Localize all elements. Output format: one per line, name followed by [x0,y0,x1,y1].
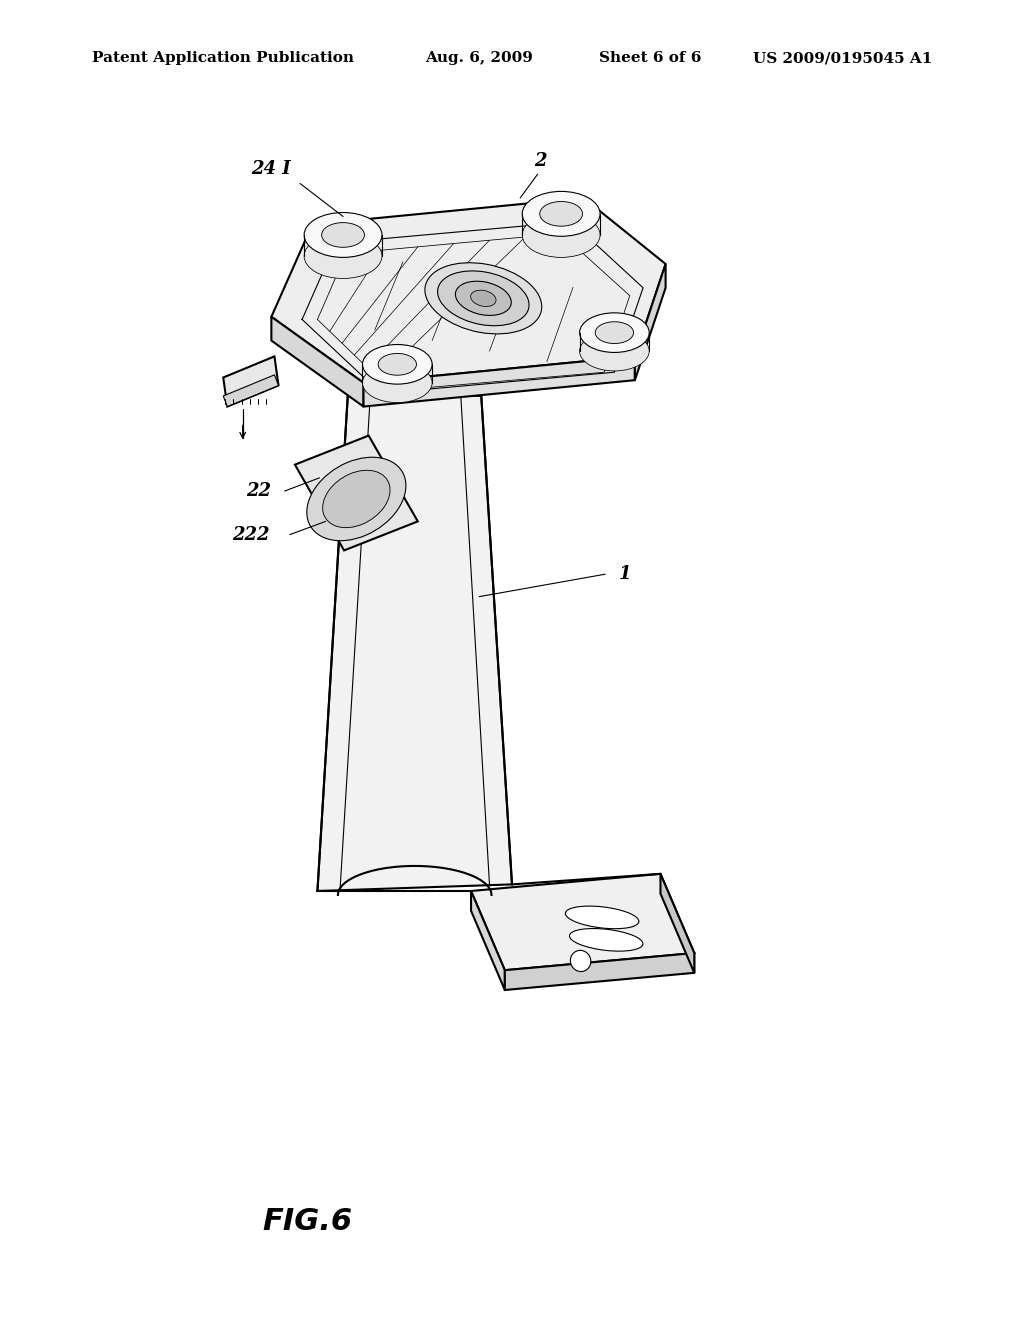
Text: 2: 2 [535,152,547,170]
Text: Patent Application Publication: Patent Application Publication [92,51,354,65]
Text: Aug. 6, 2009: Aug. 6, 2009 [425,51,532,65]
Ellipse shape [378,354,417,375]
Ellipse shape [425,263,542,334]
Ellipse shape [522,213,600,257]
Ellipse shape [304,213,382,257]
Ellipse shape [322,223,365,247]
Ellipse shape [456,281,511,315]
Ellipse shape [580,331,649,371]
Polygon shape [471,874,694,970]
Polygon shape [223,375,279,407]
Text: 222: 222 [232,525,269,544]
Ellipse shape [362,345,432,384]
Polygon shape [295,436,418,550]
Polygon shape [271,198,666,383]
Polygon shape [635,264,666,380]
Text: 24 I: 24 I [252,160,291,178]
Ellipse shape [307,457,406,541]
Ellipse shape [595,322,634,343]
Text: US 2009/0195045 A1: US 2009/0195045 A1 [753,51,932,65]
Polygon shape [223,356,279,407]
Ellipse shape [522,191,600,236]
Text: FIG.6: FIG.6 [262,1206,352,1236]
Ellipse shape [304,234,382,279]
Polygon shape [660,874,694,973]
Ellipse shape [362,363,432,403]
Ellipse shape [437,271,529,326]
Polygon shape [364,356,635,407]
Ellipse shape [471,290,496,306]
Polygon shape [505,953,694,990]
Text: 1: 1 [618,565,631,583]
Ellipse shape [540,202,583,226]
Ellipse shape [570,950,591,972]
Ellipse shape [565,906,639,929]
Text: 22: 22 [247,482,271,500]
Text: Sheet 6 of 6: Sheet 6 of 6 [599,51,701,65]
Polygon shape [271,317,364,407]
Ellipse shape [323,470,390,528]
Ellipse shape [569,928,643,952]
Polygon shape [317,389,512,891]
Ellipse shape [580,313,649,352]
Polygon shape [471,891,505,990]
